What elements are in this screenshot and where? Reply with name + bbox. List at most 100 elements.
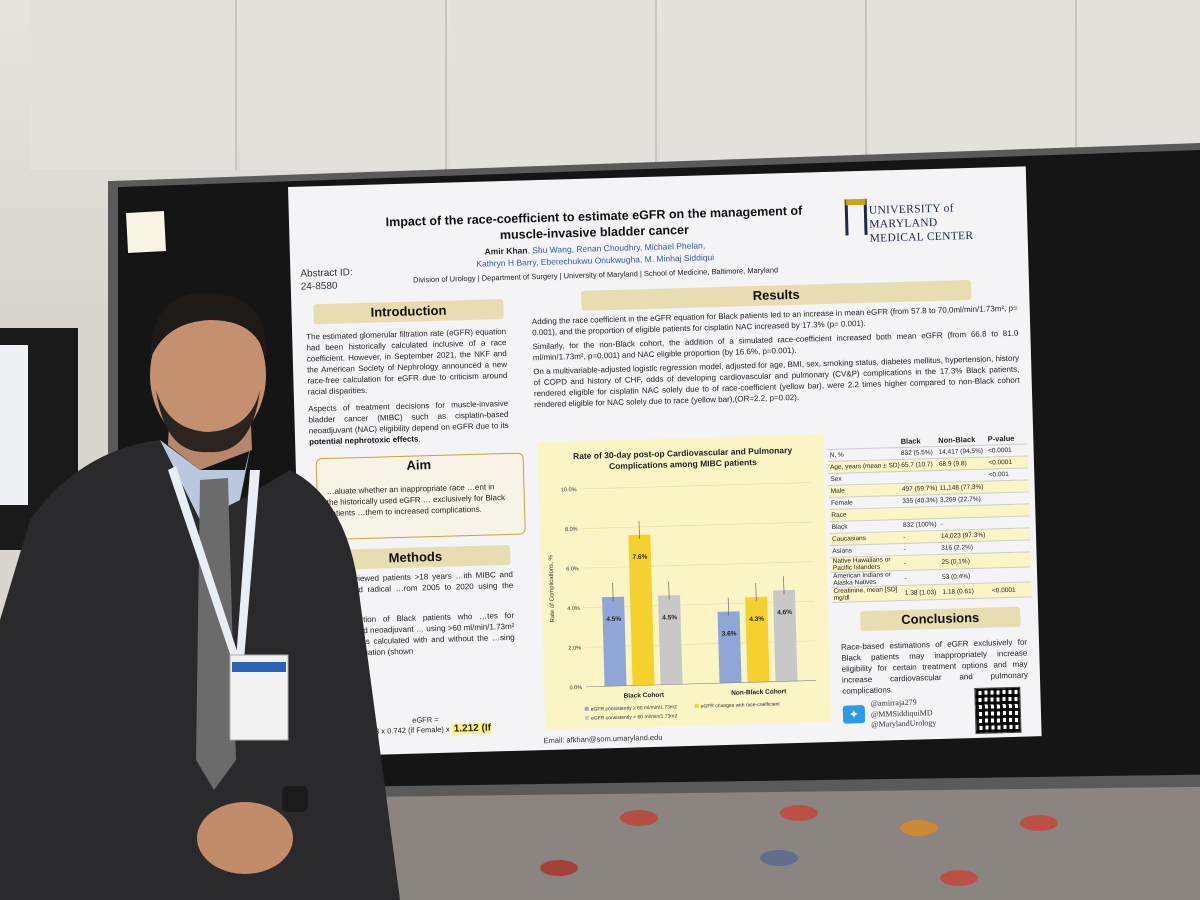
carpet-pattern (540, 860, 578, 876)
table-cell: 3,269 (22.7%) (939, 495, 981, 504)
striped-tie (196, 478, 236, 790)
table-cell: Black (831, 523, 848, 531)
conclusions-heading: Conclusions (860, 606, 1021, 632)
twitter-handle: @MarylandUrology (871, 718, 937, 729)
y-tick-label: 8.0% (565, 527, 578, 533)
table-cell: American Indians or Alaska Natives (832, 571, 891, 587)
gridline (581, 521, 812, 529)
table-header-cell: Black (900, 436, 921, 446)
bar-data-label: 7.6% (632, 554, 647, 561)
aim-text: …aluate whether an inappropriate race …e… (326, 482, 506, 519)
legend-swatch (584, 706, 589, 711)
table-cell: 11,148 (77.3%) (939, 483, 984, 492)
chart-bar (628, 534, 655, 686)
chart-bar (602, 596, 627, 687)
carpet-pattern (760, 850, 798, 866)
legend-entry: eGFR consistently ≥ 60 ml/min/1.73m2 (591, 704, 677, 712)
table-cell (903, 512, 941, 513)
y-tick-label: 2.0% (568, 645, 581, 651)
x-axis-line (586, 680, 816, 688)
table-cell: 14,417 (94.5%) (938, 447, 984, 456)
gridline (582, 561, 813, 569)
carpet-pattern (940, 870, 978, 886)
social-handles: ✦ @amirraja279 @MMSiddiquiMD @MarylandUr… (842, 696, 993, 729)
bar-data-label: 4.3% (749, 616, 764, 623)
table-cell: 832 (100%) (902, 521, 937, 529)
chart-plot: 0.0% 2.0% 4.0% 6.0% 8.0% 10.0% Rate of Complic… (548, 482, 816, 722)
contact-email: Email: afkhan@som.umaryland.edu (543, 732, 663, 746)
qr-code (974, 686, 1022, 735)
legend-entry: eGFR changes with race-coefficient (701, 701, 781, 709)
table-cell: Age, years (mean ± SD) (829, 462, 900, 471)
error-bar (638, 520, 640, 539)
table-cell: Male (830, 487, 845, 495)
logo-line: UNIVERSITY of MARYLAND (868, 202, 954, 231)
chart-bar (717, 611, 742, 684)
table-cell (991, 559, 1031, 560)
clasped-hands (197, 802, 293, 874)
chart-bar (658, 595, 683, 685)
x-category-label: Black Cohort (624, 692, 665, 700)
wall-panel (870, 0, 1077, 170)
table-cell: 316 (2.2%) (941, 544, 974, 552)
twitter-icon: ✦ (842, 705, 866, 724)
error-bar (755, 582, 757, 601)
neighbor-poster (0, 345, 28, 505)
table-cell: - (903, 545, 906, 553)
wall-panel (660, 0, 867, 170)
abstract-id: Abstract ID: 24-8580 (300, 266, 353, 293)
y-axis-label: Rate of Complications, % (548, 554, 556, 622)
bar-data-label: 4.5% (662, 614, 677, 621)
introduction-paragraph: The estimated glomerular filtration rate… (306, 326, 508, 397)
wall-panel (450, 0, 657, 170)
research-poster: Impact of the race-coefficient to estima… (288, 166, 1042, 757)
legend-swatch (584, 715, 589, 720)
y-tick-label: 0.0% (569, 685, 582, 691)
beard (156, 390, 260, 453)
table-header-cell (827, 441, 900, 443)
table-cell (989, 486, 1029, 487)
table-cell (989, 498, 1029, 499)
table-cell: - (903, 559, 907, 567)
bar-data-label: 3.6% (722, 630, 737, 637)
wristwatch (282, 786, 308, 812)
table-cell: 65.7 (10.7) (901, 461, 933, 469)
wall-panel (30, 0, 237, 170)
badge-header (232, 662, 286, 672)
demographics-table: Black Non-Black P-value N, % 832 (5.5%) 14,41… (827, 432, 1032, 603)
table-cell (990, 510, 1030, 511)
table-cell: <0.0001 (987, 446, 1012, 455)
y-tick-label: 6.0% (566, 566, 579, 572)
abstract-label: Abstract ID: (300, 267, 353, 280)
table-cell (939, 475, 988, 476)
table-cell: Creatinine, mean [SD] mg/dl (833, 586, 898, 602)
umd-medical-center-logo: UNIVERSITY of MARYLAND MEDICAL CENTER (844, 195, 1021, 245)
table-cell: 335 (40.3%) (902, 496, 938, 505)
table-cell: - (940, 520, 943, 528)
chart-bar (745, 596, 770, 683)
error-bar (612, 582, 614, 601)
table-cell: 832 (5.5%) (900, 449, 933, 457)
lanyard (236, 470, 260, 660)
table-cell: 1.18 (0.61) (942, 587, 974, 596)
carpet-pattern (1020, 815, 1058, 831)
table-cell: - (904, 574, 907, 582)
table-cell (902, 476, 940, 477)
carpet-pattern (780, 805, 818, 821)
table-cell: Asians (832, 547, 852, 555)
introduction-text: The estimated glomerular filtration rate… (306, 326, 509, 448)
x-category-label: Non-Black Cohort (731, 688, 787, 697)
table-cell (991, 546, 1031, 547)
error-bar (783, 576, 785, 595)
table-cell: 14,023 (97.3%) (940, 531, 986, 540)
sticky-note (125, 211, 167, 253)
table-cell: 497 (59.7%) (901, 484, 938, 493)
chart-bar (772, 589, 798, 682)
table-cell: 1.38 (1.03) (904, 588, 937, 597)
wall-panel (240, 0, 447, 170)
carpet-pattern (900, 820, 938, 836)
hair (150, 292, 267, 360)
lanyard (168, 466, 240, 660)
table-cell: - (903, 533, 906, 541)
face (150, 303, 266, 447)
